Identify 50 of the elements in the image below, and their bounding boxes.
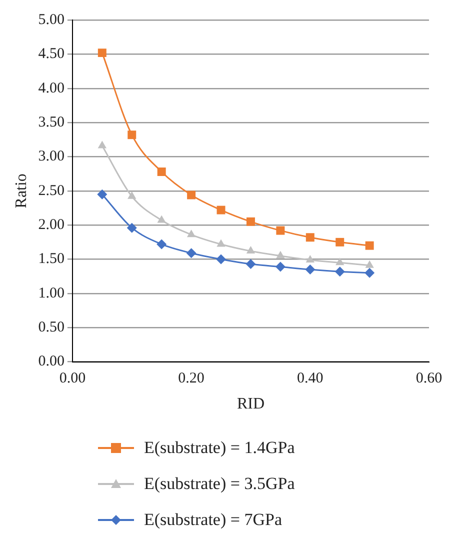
point <box>186 248 196 258</box>
point <box>97 189 108 200</box>
y-tick-label: 0.50 <box>38 320 64 336</box>
point <box>98 48 106 58</box>
y-axis-title: Ratio <box>12 174 30 208</box>
legend-label: E(substrate) = 1.4GPa <box>144 438 295 458</box>
x-tick-label: 0.20 <box>178 370 204 387</box>
y-tick-label: 3.50 <box>38 114 64 130</box>
y-tick-label: 3.00 <box>38 148 64 165</box>
point <box>364 268 375 278</box>
point <box>336 258 344 266</box>
point <box>216 254 226 264</box>
point <box>276 226 285 235</box>
y-tick-label: 0.00 <box>38 354 64 370</box>
point <box>305 264 316 275</box>
x-axis-title: RID <box>236 396 265 413</box>
point <box>186 230 196 238</box>
x-tick-label: 0.00 <box>59 370 86 387</box>
y-tick-label: 2.50 <box>38 182 64 199</box>
point <box>98 140 106 148</box>
point <box>275 262 286 272</box>
point <box>126 222 137 233</box>
x-tick-label: 0.40 <box>297 370 324 387</box>
point <box>246 259 256 270</box>
point <box>246 246 256 254</box>
point <box>365 260 374 268</box>
y-tick-label: 4.50 <box>38 46 64 62</box>
y-tick-label: 5.00 <box>38 12 64 28</box>
y-tick-label: 1.50 <box>38 251 64 268</box>
point <box>336 238 344 246</box>
point <box>157 168 166 176</box>
point <box>216 239 226 247</box>
y-tick-label: 2.00 <box>38 217 64 234</box>
point <box>306 233 314 242</box>
point <box>128 191 136 199</box>
point <box>365 241 374 250</box>
point <box>306 254 314 262</box>
point <box>187 190 196 200</box>
y-tick-label: 1.00 <box>38 285 64 302</box>
legend-label: E(substrate) = 3.5GPa <box>144 474 295 494</box>
point <box>334 266 345 277</box>
legend-label: E(substrate) = 7GPa <box>144 510 282 530</box>
y-tick-label: 4.00 <box>38 80 64 96</box>
point <box>276 250 285 258</box>
point <box>157 215 166 223</box>
point <box>156 239 167 250</box>
point <box>128 130 136 140</box>
point <box>216 206 226 214</box>
point <box>246 217 255 226</box>
x-tick-label: 0.60 <box>416 370 442 387</box>
